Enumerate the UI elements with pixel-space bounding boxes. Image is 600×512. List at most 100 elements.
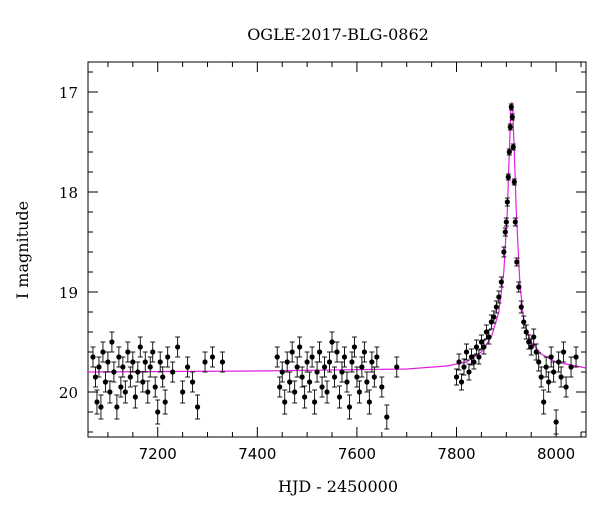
marker — [162, 399, 168, 405]
data-point — [130, 351, 136, 373]
data-point — [209, 346, 216, 368]
marker — [548, 354, 554, 360]
marker — [379, 384, 385, 390]
data-point — [356, 380, 363, 404]
marker — [309, 354, 315, 360]
data-point — [528, 338, 534, 356]
data-point — [568, 356, 574, 378]
data-point — [538, 366, 544, 388]
data-point — [502, 227, 508, 237]
model-curve — [87, 101, 587, 373]
data-point — [359, 356, 365, 378]
y-tick-label: 18 — [59, 184, 78, 202]
marker — [105, 359, 111, 365]
marker — [92, 374, 99, 380]
data-point — [558, 366, 564, 388]
y-axis-label: I magnitude — [13, 201, 32, 299]
marker — [219, 359, 226, 365]
marker — [157, 359, 163, 365]
data-point — [120, 356, 126, 378]
marker — [493, 304, 499, 310]
marker — [371, 374, 377, 380]
marker — [324, 389, 330, 395]
data-point — [523, 324, 529, 340]
data-point — [125, 341, 131, 363]
marker — [297, 344, 303, 350]
data-point — [366, 389, 372, 415]
data-point — [458, 373, 465, 391]
data-point — [284, 351, 290, 373]
data-point — [531, 328, 537, 346]
data-point — [132, 385, 138, 409]
data-point — [573, 346, 579, 368]
marker — [366, 399, 372, 405]
marker — [553, 419, 559, 425]
data-point — [541, 389, 547, 415]
data-point — [289, 341, 295, 363]
marker — [116, 354, 122, 360]
marker — [189, 379, 196, 385]
data-point — [509, 113, 515, 121]
data-point — [379, 376, 385, 398]
marker — [194, 404, 201, 410]
marker — [202, 359, 208, 365]
data-point — [349, 351, 355, 373]
data-point — [374, 346, 380, 368]
data-point — [321, 356, 328, 378]
marker — [336, 394, 343, 400]
marker — [329, 339, 335, 345]
marker — [468, 354, 475, 360]
data-point — [511, 178, 517, 186]
data-point — [326, 351, 333, 373]
marker — [102, 379, 109, 385]
marker — [351, 344, 358, 350]
data-point — [292, 380, 298, 404]
marker — [114, 404, 120, 410]
marker — [94, 399, 100, 405]
data-point — [311, 389, 318, 415]
marker — [140, 379, 146, 385]
data-point — [152, 376, 158, 398]
data-point — [302, 385, 308, 409]
marker — [551, 369, 557, 375]
marker — [361, 349, 367, 355]
marker — [501, 249, 507, 255]
marker — [502, 229, 508, 235]
data-point — [122, 380, 128, 404]
marker — [279, 369, 285, 375]
marker — [96, 364, 102, 370]
marker — [111, 369, 117, 375]
data-point — [466, 363, 472, 381]
data-point — [137, 336, 143, 358]
data-point — [98, 394, 104, 420]
data-point — [512, 217, 518, 227]
data-point — [307, 371, 313, 393]
x-tick-label: 7400 — [238, 445, 276, 463]
y-tick-label: 20 — [59, 384, 78, 402]
marker — [120, 364, 126, 370]
data-point — [279, 361, 285, 383]
marker — [458, 379, 465, 385]
marker — [145, 389, 151, 395]
marker — [299, 374, 305, 380]
marker — [354, 374, 360, 380]
data-point — [165, 346, 171, 368]
data-point — [476, 349, 482, 365]
data-point — [514, 257, 520, 267]
data-point — [277, 376, 283, 398]
data-point — [96, 356, 102, 378]
marker — [543, 364, 549, 370]
marker — [109, 339, 115, 345]
data-point — [336, 385, 343, 409]
plot-frame — [87, 61, 587, 438]
data-point — [471, 354, 477, 370]
marker — [346, 404, 353, 410]
marker — [135, 369, 141, 375]
marker — [292, 389, 298, 395]
marker — [531, 334, 537, 340]
data-point — [309, 346, 315, 368]
data-point — [394, 356, 400, 378]
data-point — [507, 123, 513, 131]
marker — [573, 354, 579, 360]
marker — [523, 329, 529, 335]
